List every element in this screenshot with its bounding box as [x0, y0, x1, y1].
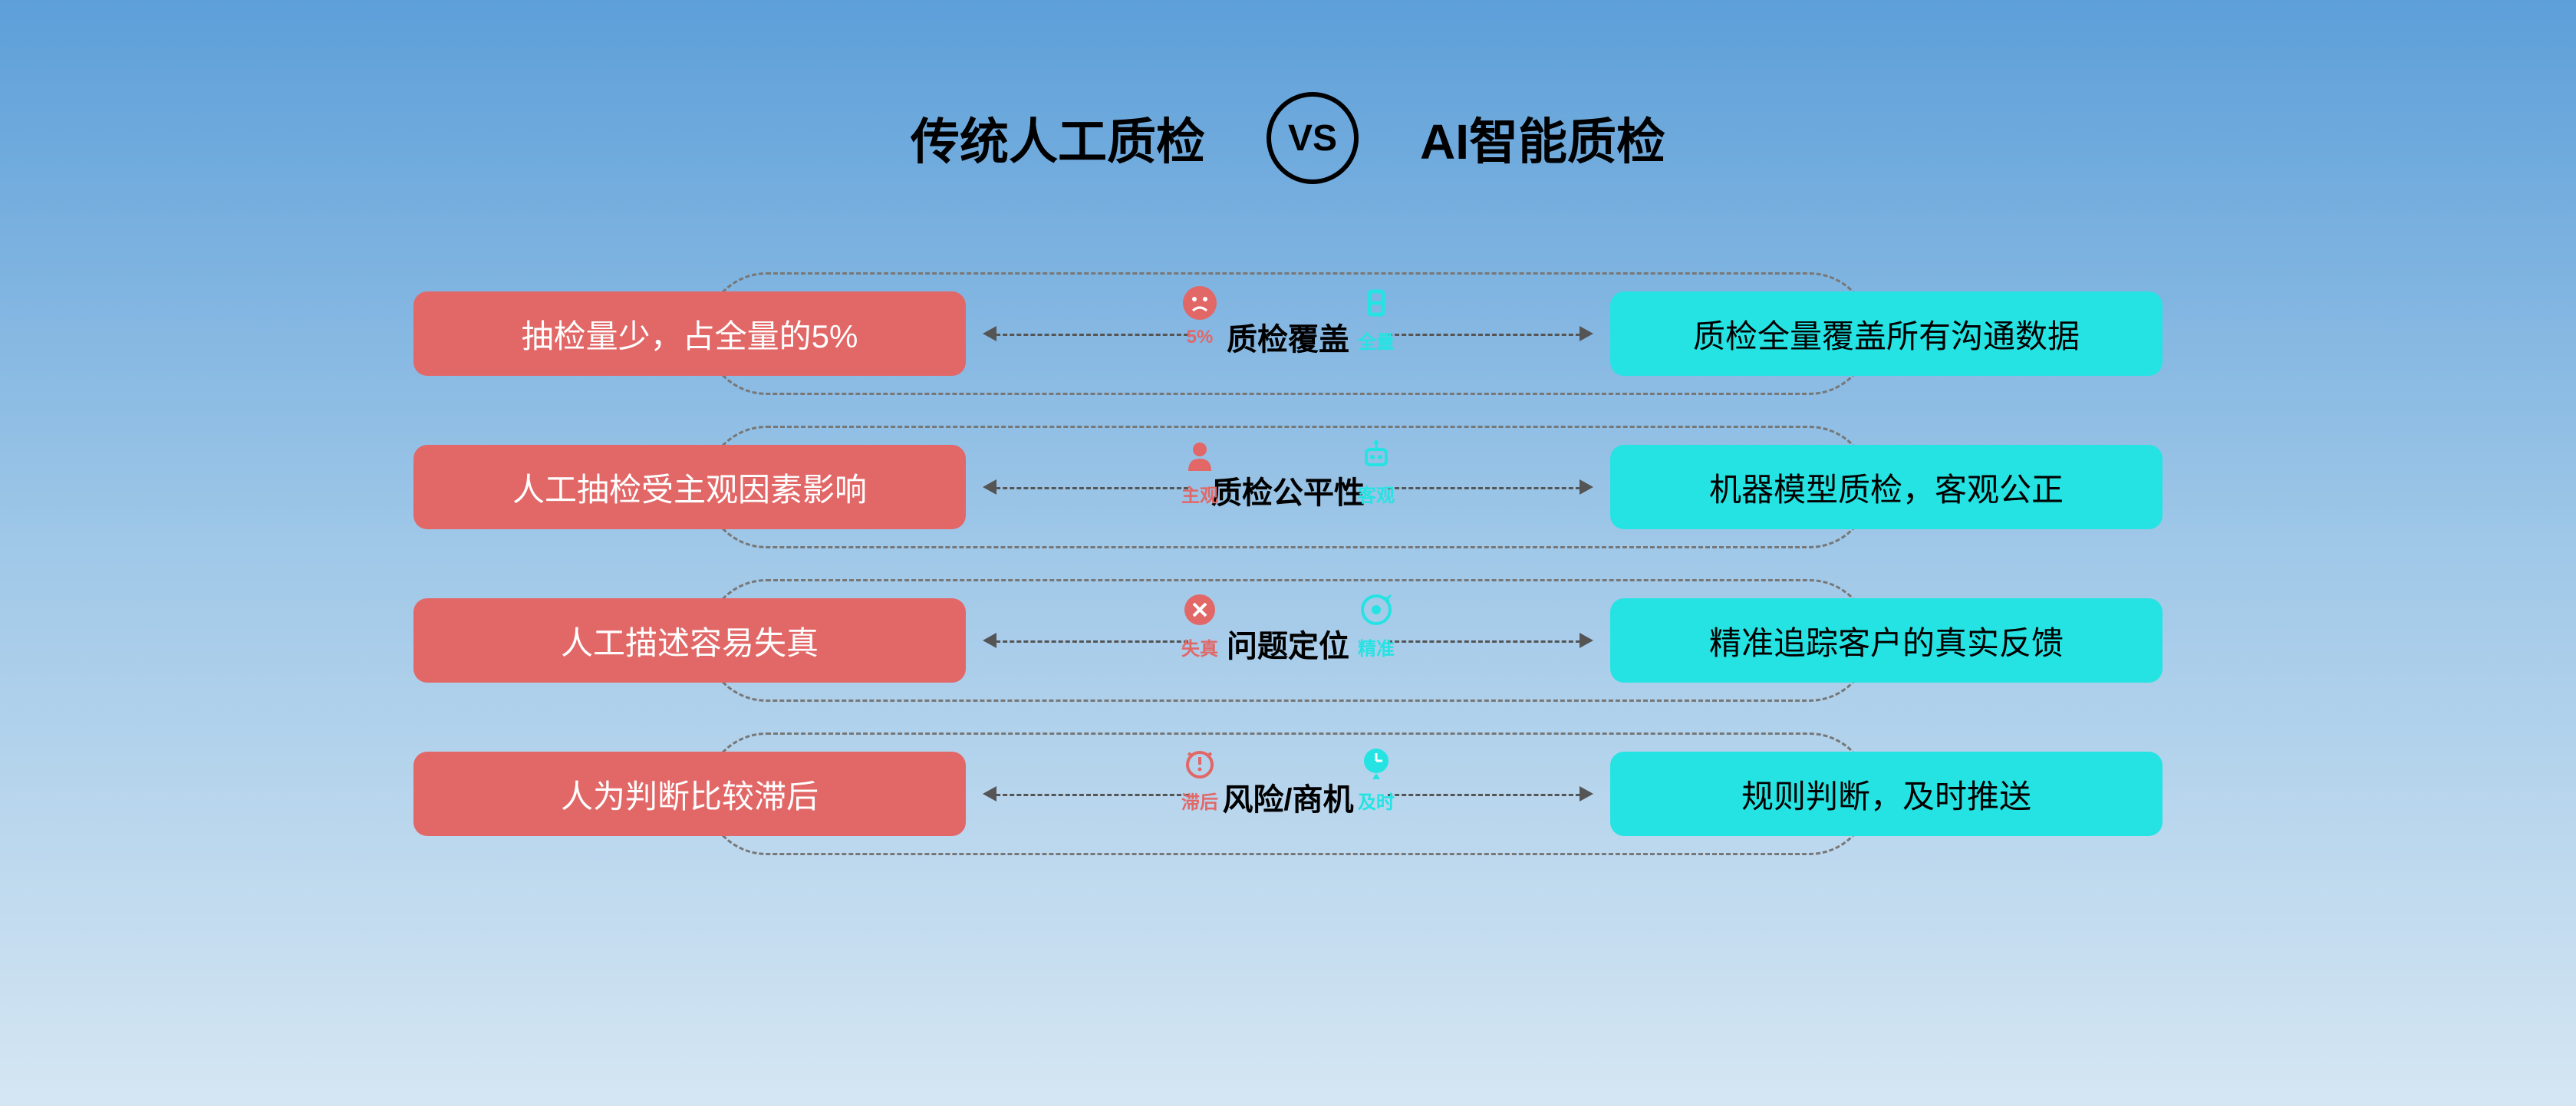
right-caption: 精准 [1358, 634, 1395, 660]
left-pill: 人为判断比较滞后 [413, 752, 966, 836]
left-caption: 主观 [1181, 480, 1218, 507]
center-label: 质检公平性 [1211, 468, 1365, 512]
left-caption: 滞后 [1181, 787, 1218, 814]
row-coverage: 抽检量少，占全量的5% 质检覆盖 5% 全量 质检全量覆盖所有沟 [0, 291, 2576, 376]
center-block: 质检公平性 主观 客观 [966, 445, 1610, 529]
right-title: AI智能质检 [1420, 103, 1665, 173]
right-pill: 精准追踪客户的真实反馈 [1610, 598, 2163, 683]
center-label: 风险/商机 [1222, 775, 1353, 819]
left-icon-group: 主观 [1181, 437, 1219, 507]
right-pill: 机器模型质检，客观公正 [1610, 445, 2163, 529]
alarm-icon [1181, 744, 1219, 782]
target-icon [1357, 591, 1395, 629]
left-caption: 失真 [1181, 634, 1218, 660]
right-icon-group: 客观 [1357, 437, 1395, 507]
clock-icon [1357, 744, 1395, 782]
left-caption: 5% [1187, 327, 1214, 348]
left-icon-group: 失真 [1181, 591, 1219, 660]
left-icon-group: 5% [1181, 284, 1219, 348]
right-pill: 质检全量覆盖所有沟通数据 [1610, 291, 2163, 376]
center-label: 质检覆盖 [1227, 314, 1349, 359]
left-pill: 抽检量少，占全量的5% [413, 291, 966, 376]
right-caption: 客观 [1358, 480, 1395, 507]
right-caption: 及时 [1358, 787, 1395, 814]
right-pill: 规则判断，及时推送 [1610, 752, 2163, 836]
right-icon-group: 及时 [1357, 744, 1395, 814]
left-pill: 人工抽检受主观因素影响 [413, 445, 966, 529]
header: 传统人工质检 VS AI智能质检 [0, 0, 2576, 184]
vs-badge: VS [1267, 92, 1359, 184]
full-icon [1357, 284, 1395, 322]
right-icon-group: 全量 [1357, 284, 1395, 354]
row-risk: 人为判断比较滞后 风险/商机 滞后 及时 规则判断，及时推送 [0, 752, 2576, 836]
center-block: 问题定位 失真 精准 [966, 598, 1610, 683]
row-positioning: 人工描述容易失真 问题定位 失真 精准 精准追踪客户的真实反馈 [0, 598, 2576, 683]
person-icon [1181, 437, 1219, 476]
left-icon-group: 滞后 [1181, 744, 1219, 814]
center-block: 风险/商机 滞后 及时 [966, 752, 1610, 836]
left-pill: 人工描述容易失真 [413, 598, 966, 683]
right-caption: 全量 [1358, 327, 1395, 354]
robot-icon [1357, 437, 1395, 476]
right-icon-group: 精准 [1357, 591, 1395, 660]
x-circle-icon [1181, 591, 1219, 629]
left-title: 传统人工质检 [911, 103, 1205, 173]
row-fairness: 人工抽检受主观因素影响 质检公平性 主观 客观 机器模型质检，客观公正 [0, 445, 2576, 529]
center-block: 质检覆盖 5% 全量 [966, 291, 1610, 376]
sad-face-icon [1181, 284, 1219, 322]
comparison-rows: 抽检量少，占全量的5% 质检覆盖 5% 全量 质检全量覆盖所有沟 [0, 291, 2576, 836]
center-label: 问题定位 [1227, 621, 1349, 666]
